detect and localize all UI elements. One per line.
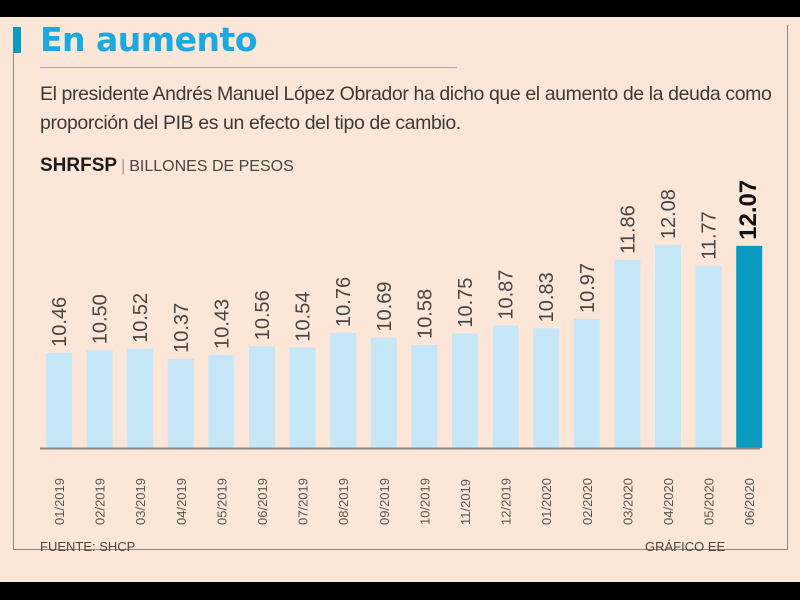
bar [289,347,316,448]
separator: | [121,158,126,175]
credit-note: GRÁFICO EE [645,539,726,554]
series-name: SHRFSP [40,155,118,176]
bar [370,337,397,448]
bar [452,333,478,448]
source-note: FUENTE: SHCP [40,539,136,554]
x-tick-label: 06/2019 [255,478,270,525]
bar [492,325,519,448]
value-label: 12.08 [658,189,680,239]
x-tick-label: 12/2019 [499,478,514,525]
x-tick-label: 03/2019 [133,478,148,525]
x-tick-label: 01/2019 [52,478,67,525]
bar [330,332,357,448]
bar [249,346,275,448]
x-tick-label: 11/2019 [458,479,473,525]
x-tick-label: 02/2019 [93,478,108,525]
bar [573,318,600,448]
bar [127,348,154,448]
value-label: 10.43 [211,299,233,349]
value-label: 10.83 [536,272,558,322]
value-label: 10.87 [496,270,518,320]
value-label: 10.97 [577,263,599,313]
value-label: 10.46 [49,297,71,347]
bar [167,358,194,448]
x-tick-label: 06/2020 [742,478,757,525]
bar-highlight [736,245,763,448]
bar [86,350,113,448]
x-tick-label: 05/2020 [702,478,717,525]
x-tick-label: 04/2019 [174,478,189,525]
value-label: 10.37 [171,303,193,353]
bar [411,344,438,448]
value-label: 10.69 [374,282,396,332]
x-tick-label: 04/2020 [661,478,676,525]
x-tick-label: 05/2019 [214,478,229,525]
value-label: 11.77 [699,211,721,260]
title-divider [40,67,457,68]
bar [655,245,681,448]
x-tick-label: 03/2020 [620,478,635,525]
chart-title: En aumento [40,20,258,59]
unit-label: BILLONES DE PESOS [129,158,294,175]
value-label: 10.75 [455,278,477,328]
bar [614,259,641,448]
bar [695,265,722,448]
value-label: 10.58 [414,289,436,339]
x-tick-label: 02/2020 [580,478,595,525]
bar [208,354,235,448]
value-label: 10.50 [90,294,112,344]
x-tick-label: 01/2020 [539,478,554,525]
value-label: 10.56 [252,290,274,340]
frame-border-right [787,25,788,550]
value-label: 10.52 [130,293,152,343]
x-tick-label: 10/2019 [417,478,432,525]
x-tick-label: 07/2019 [296,478,311,525]
frame-border-bottom [13,549,788,550]
frame-border-left [13,37,14,549]
value-label: 10.76 [333,277,355,327]
x-tick-label: 09/2019 [377,478,392,525]
title-accent-bar [13,27,21,53]
bar [533,328,560,448]
value-label: 12.07 [735,180,762,240]
value-label: 11.86 [617,205,639,254]
chart-subtitle: El presidente Andrés Manuel López Obrado… [40,83,772,134]
value-label: 10.54 [293,292,315,342]
x-tick-label: 08/2019 [336,478,351,525]
bar [46,352,72,448]
series-label: SHRFSP | BILLONES DE PESOS [40,155,294,177]
